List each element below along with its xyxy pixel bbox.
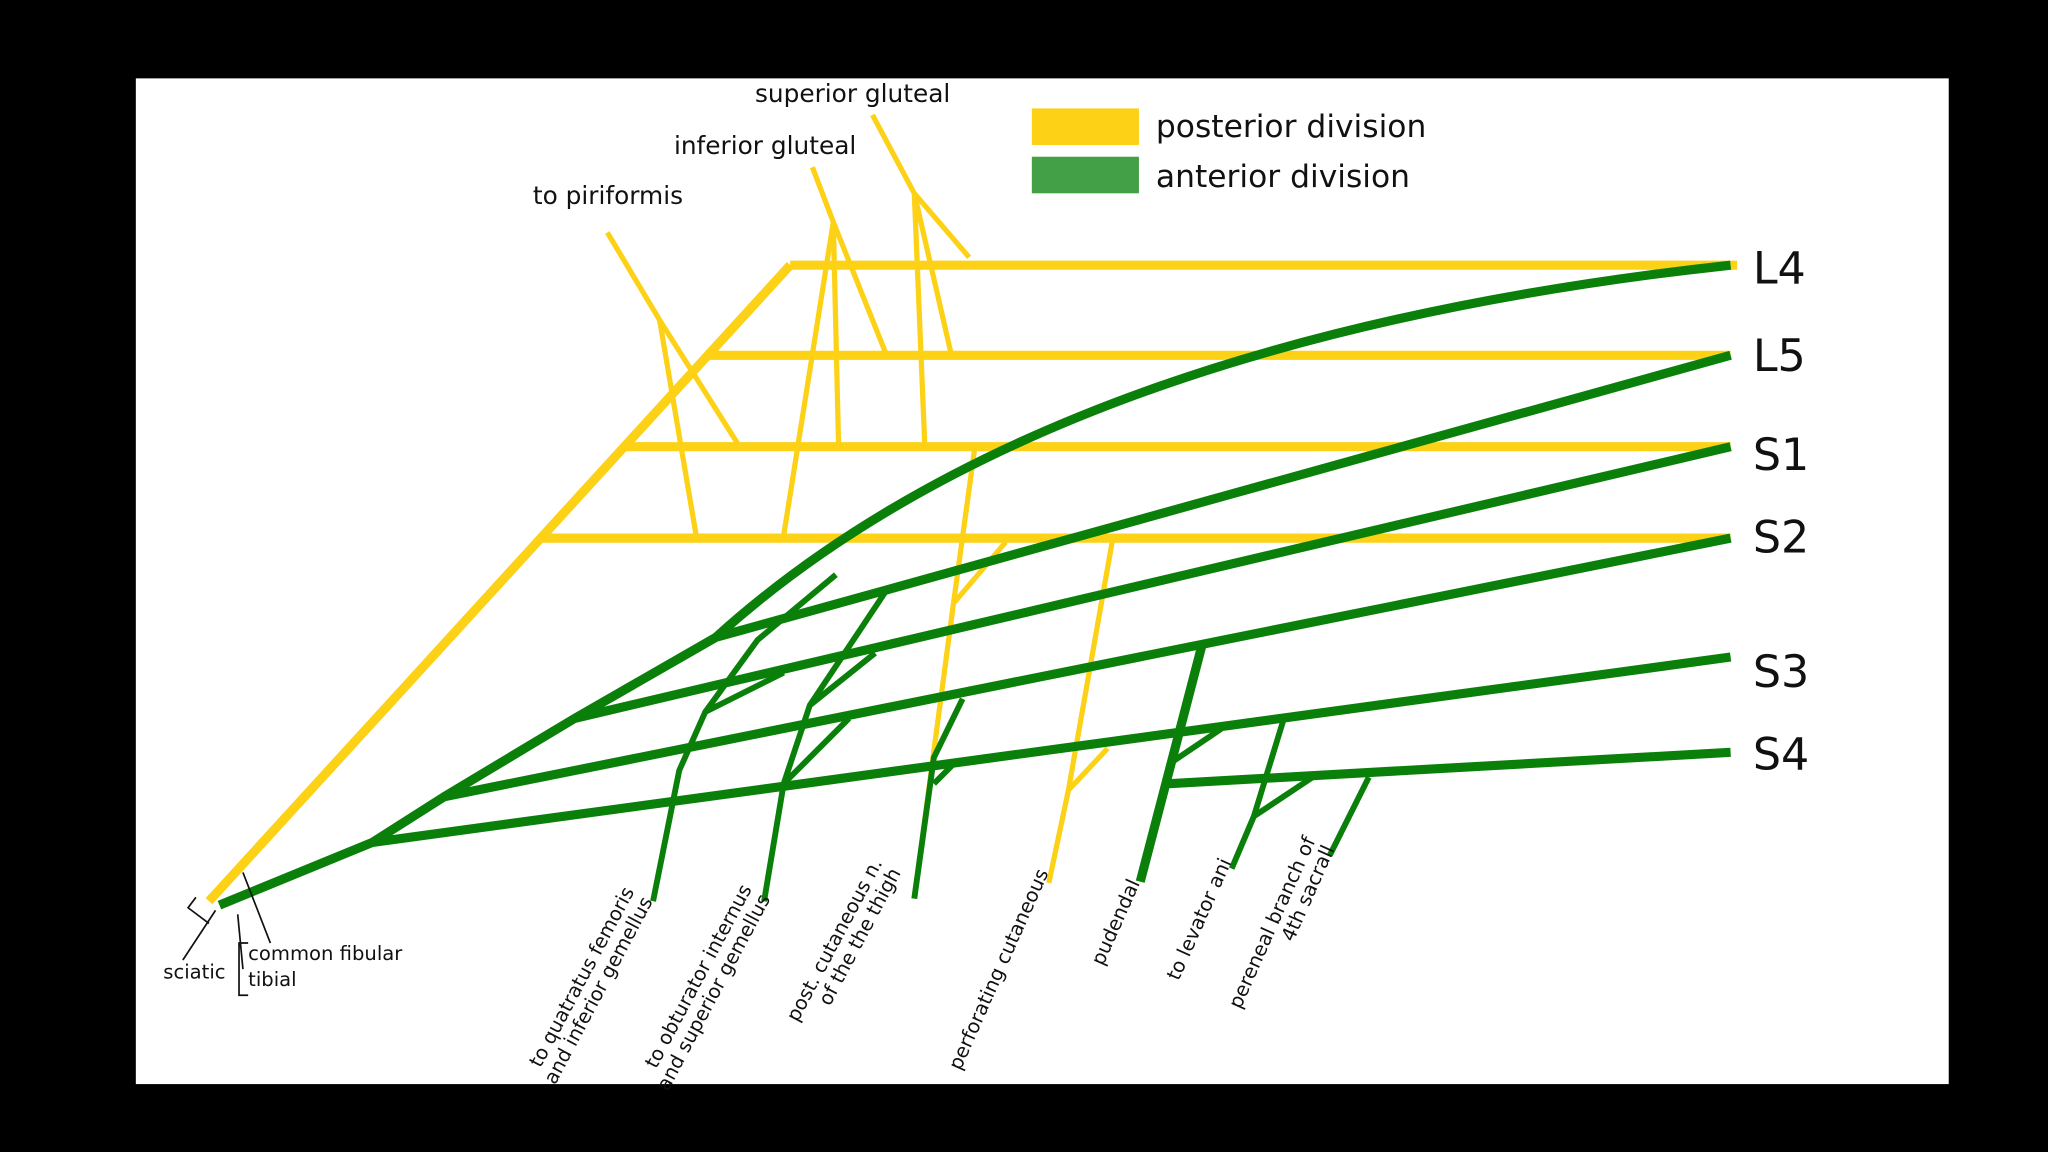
root-label: S4	[1753, 729, 1809, 780]
trunk-label: common fibular	[248, 942, 403, 965]
bracket	[182, 872, 272, 997]
root-label: L5	[1753, 331, 1806, 382]
trunk-label: tibial	[248, 968, 296, 991]
trunk-labels: sciatic common fibular tibial	[163, 942, 403, 991]
root-label: S2	[1753, 512, 1809, 563]
posterior-lines	[205, 113, 1738, 905]
branch-label: inferior gluteal	[674, 131, 856, 160]
anterior-lines	[217, 260, 1732, 910]
root-label: S3	[1753, 647, 1809, 698]
legend-swatch	[1031, 108, 1139, 145]
legend-label: posterior division	[1156, 109, 1426, 145]
root-label: S1	[1753, 430, 1809, 481]
root-label: L4	[1753, 243, 1806, 294]
root-labels: L4 L5 S1 S2 S3 S4	[1753, 243, 1809, 780]
trunk-label: sciatic	[163, 960, 225, 983]
panel	[135, 78, 1949, 1085]
top-labels: superior gluteal inferior gluteal to pir…	[533, 79, 950, 210]
branch-label: superior gluteal	[755, 79, 950, 108]
legend-swatch	[1031, 156, 1139, 194]
legend-label: anterior division	[1156, 159, 1410, 195]
branch-label: to piriformis	[533, 181, 683, 210]
